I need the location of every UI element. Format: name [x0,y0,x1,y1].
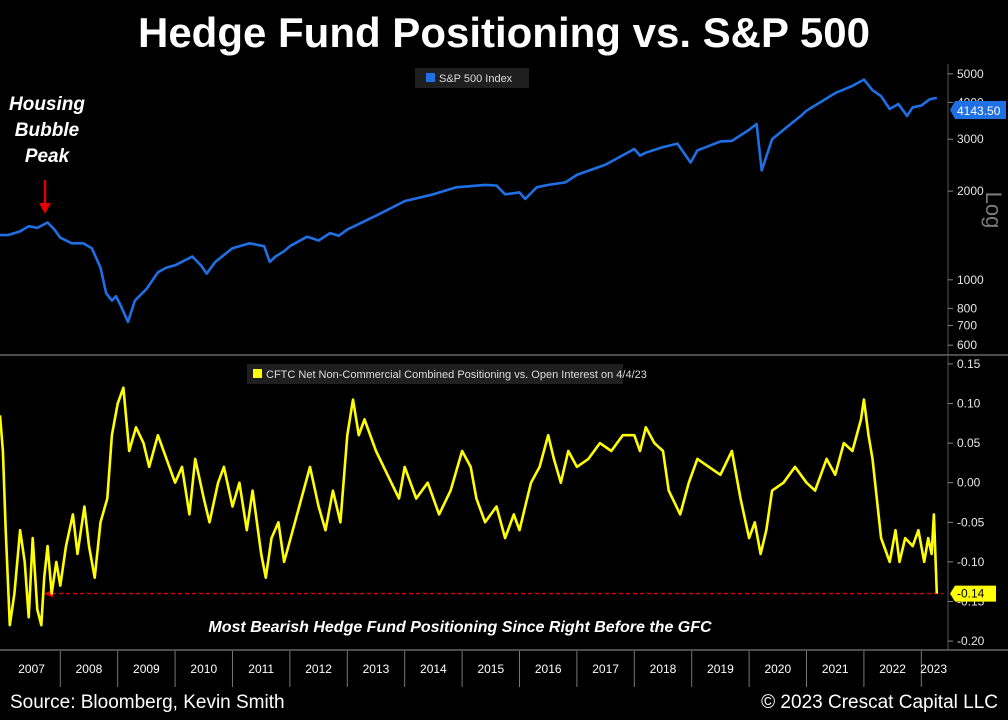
sp500-legend: S&P 500 Index [415,68,529,88]
year-label: 2013 [363,662,390,676]
positioning-y-axis: 0.150.100.050.00-0.05-0.10-0.15-0.20 [948,357,985,648]
annotation-housing-line1: Housing [9,94,85,115]
sp500-log-label: Log [981,192,1006,229]
year-label: 2009 [133,662,160,676]
sp500-y-tick-label: 1000 [957,273,984,287]
sp500-y-tick-label: 5000 [957,67,984,81]
year-label: 2017 [592,662,619,676]
annotation-housing-line2: Bubble [15,120,80,141]
footer-source: Source: Bloomberg, Kevin Smith [10,692,285,713]
sp500-last-value-label: 4143.50 [957,104,1001,118]
sp500-legend-swatch [426,73,435,82]
year-label: 2007 [18,662,45,676]
year-label: 2012 [305,662,332,676]
sp500-y-tick-label: 600 [957,338,977,352]
sp500-y-tick-label: 700 [957,318,977,332]
positioning-y-tick-label: -0.20 [957,634,985,648]
x-axis-band [0,651,948,687]
sp500-y-tick-label: 3000 [957,132,984,146]
positioning-y-tick-label: 0.15 [957,357,981,371]
positioning-y-tick-label: -0.05 [957,515,985,529]
year-label: 2008 [76,662,103,676]
positioning-y-tick-label: 0.05 [957,436,981,450]
year-label: 2011 [248,662,274,676]
sp500-legend-label: S&P 500 Index [439,73,513,85]
footer-copyright: © 2023 Crescat Capital LLC [761,692,998,713]
positioning-legend-label: CFTC Net Non-Commercial Combined Positio… [266,369,647,381]
positioning-legend-swatch [253,369,262,378]
x-axis-years: 2007 2008 2009 2010 2011 2012 2013 2014 2015 2016… [18,651,947,687]
year-label: 2019 [707,662,734,676]
positioning-y-tick-label: -0.10 [957,555,985,569]
year-label: 2010 [190,662,217,676]
year-label: 2023 [920,662,947,676]
most-bearish-annotation: Most Bearish Hedge Fund Positioning Sinc… [208,619,712,636]
positioning-y-tick-label: 0.10 [957,397,981,411]
year-label: 2016 [535,662,562,676]
sp500-y-tick-label: 800 [957,301,977,315]
housing-arrow-head [39,203,51,214]
positioning-legend: CFTC Net Non-Commercial Combined Positio… [247,364,647,384]
year-label: 2020 [764,662,791,676]
sp500-series-line [0,78,938,324]
sp500-last-value-badge: 4143.50 [950,101,1006,119]
year-label: 2021 [822,662,849,676]
positioning-y-tick-label: 0.00 [957,476,981,490]
positioning-series-line [0,386,939,627]
year-label: 2022 [879,662,906,676]
year-label: 2018 [650,662,677,676]
year-label: 2015 [477,662,504,676]
year-label: 2014 [420,662,447,676]
housing-bubble-annotation: Housing Bubble Peak [9,94,85,214]
positioning-last-value-label: -0.14 [957,587,985,601]
sp500-y-tick-label: 2000 [957,184,984,198]
page-title: Hedge Fund Positioning vs. S&P 500 [137,9,871,56]
positioning-last-value-badge: -0.14 [950,585,996,602]
annotation-housing-line3: Peak [25,146,71,167]
